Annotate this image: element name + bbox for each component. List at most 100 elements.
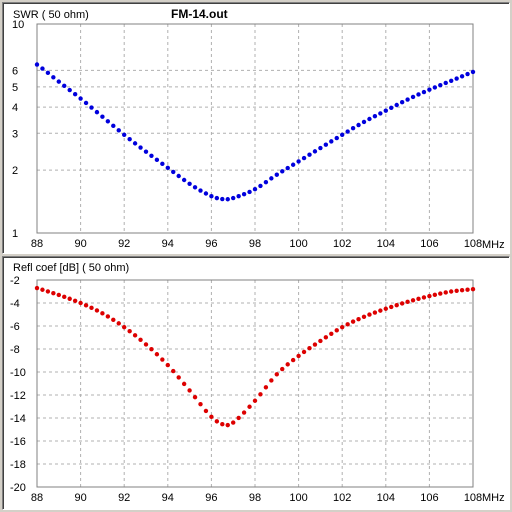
data-point bbox=[149, 347, 154, 352]
data-point bbox=[421, 295, 427, 300]
data-point bbox=[122, 132, 127, 138]
data-point bbox=[181, 177, 187, 183]
x-tick-label: 90 bbox=[74, 238, 86, 250]
data-point bbox=[236, 415, 241, 421]
data-point bbox=[154, 157, 160, 163]
y-tick-label: -8 bbox=[10, 344, 20, 356]
data-point bbox=[149, 153, 154, 158]
data-point bbox=[225, 197, 230, 202]
data-point bbox=[241, 192, 247, 197]
data-point bbox=[432, 85, 438, 90]
data-point bbox=[105, 314, 111, 319]
y-tick-label: 4 bbox=[12, 102, 18, 114]
data-point bbox=[454, 76, 459, 81]
data-point bbox=[72, 298, 78, 303]
data-point bbox=[329, 331, 334, 336]
data-point bbox=[214, 419, 220, 424]
data-point bbox=[399, 100, 405, 105]
y-tick-label: -20 bbox=[10, 482, 26, 494]
data-point bbox=[247, 189, 252, 195]
data-point bbox=[361, 119, 367, 125]
data-point bbox=[334, 328, 339, 333]
data-point bbox=[127, 328, 132, 334]
y-tick-label: -2 bbox=[10, 275, 20, 287]
refl-panel: 88 90 92 94 96 98 100 102 104 106 108 -2 -4 -6 -8 -10 -… bbox=[2, 256, 510, 510]
data-point bbox=[421, 89, 427, 95]
data-point bbox=[290, 357, 296, 363]
plot-frame bbox=[36, 23, 474, 234]
y-tick-label: 3 bbox=[12, 128, 18, 140]
data-point bbox=[67, 87, 72, 93]
data-point bbox=[258, 392, 263, 397]
data-point bbox=[432, 292, 438, 298]
x-tick-label: 94 bbox=[162, 238, 174, 250]
data-point bbox=[323, 142, 329, 147]
data-point bbox=[236, 193, 241, 199]
y-tick-label: -16 bbox=[10, 436, 26, 448]
data-point bbox=[372, 310, 378, 315]
data-point bbox=[176, 173, 181, 179]
data-point bbox=[378, 308, 383, 313]
y-tick-label: -12 bbox=[10, 390, 26, 402]
data-point bbox=[334, 135, 339, 141]
data-point bbox=[269, 378, 274, 383]
data-point bbox=[285, 362, 290, 367]
data-point bbox=[154, 352, 160, 357]
data-point bbox=[329, 139, 334, 144]
data-point bbox=[443, 290, 448, 295]
y-tick-label: 6 bbox=[12, 65, 18, 77]
swr-chart-title: SWR ( 50 ohm) bbox=[13, 9, 89, 21]
data-point bbox=[160, 161, 165, 167]
data-point bbox=[94, 109, 100, 115]
data-point bbox=[318, 338, 323, 344]
data-point bbox=[143, 149, 149, 154]
data-point bbox=[187, 181, 192, 186]
data-point bbox=[389, 304, 394, 310]
data-point bbox=[165, 165, 170, 171]
data-point bbox=[111, 317, 116, 323]
data-point bbox=[231, 420, 236, 425]
y-tick-label: -18 bbox=[10, 459, 26, 471]
data-point bbox=[356, 122, 361, 128]
x-tick-label: 92 bbox=[118, 492, 130, 504]
data-point bbox=[187, 388, 192, 393]
data-point bbox=[89, 305, 94, 311]
plot-frame bbox=[36, 279, 474, 488]
data-point bbox=[252, 187, 258, 192]
data-point bbox=[160, 357, 165, 362]
data-point bbox=[454, 288, 459, 293]
x-tick-label: 92 bbox=[118, 238, 130, 250]
data-point bbox=[323, 335, 329, 340]
data-point bbox=[122, 324, 127, 330]
x-tick-label: 94 bbox=[162, 492, 174, 504]
x-tick-label: 104 bbox=[377, 238, 395, 250]
data-point bbox=[100, 114, 105, 119]
data-point bbox=[340, 132, 345, 138]
data-point bbox=[290, 162, 296, 167]
data-point bbox=[78, 300, 83, 306]
data-point bbox=[427, 293, 432, 299]
data-point bbox=[111, 123, 116, 129]
data-point bbox=[383, 306, 388, 311]
swr-panel: 88 90 92 94 96 98 100 102 104 106 108 1 2 3 4 5 6 10 SWR… bbox=[2, 2, 510, 254]
refl-chart-title: Refl coef [dB] ( 50 ohm) bbox=[13, 262, 129, 274]
data-point bbox=[34, 62, 40, 67]
data-point bbox=[459, 74, 465, 79]
data-point bbox=[51, 290, 56, 296]
data-point bbox=[40, 287, 45, 292]
data-point bbox=[45, 289, 51, 294]
data-point bbox=[116, 321, 121, 326]
data-point bbox=[252, 398, 258, 403]
data-point bbox=[51, 75, 56, 80]
data-point bbox=[127, 136, 132, 142]
x-tick-label: 100 bbox=[289, 238, 307, 250]
y-tick-label: 1 bbox=[12, 228, 18, 240]
data-point bbox=[389, 105, 394, 111]
x-tick-label: 102 bbox=[333, 492, 351, 504]
data-point bbox=[367, 116, 372, 122]
data-point bbox=[280, 366, 285, 372]
data-point bbox=[100, 311, 105, 316]
data-point bbox=[438, 82, 443, 88]
data-point bbox=[116, 128, 121, 133]
x-tick-label: 88 bbox=[31, 238, 43, 250]
